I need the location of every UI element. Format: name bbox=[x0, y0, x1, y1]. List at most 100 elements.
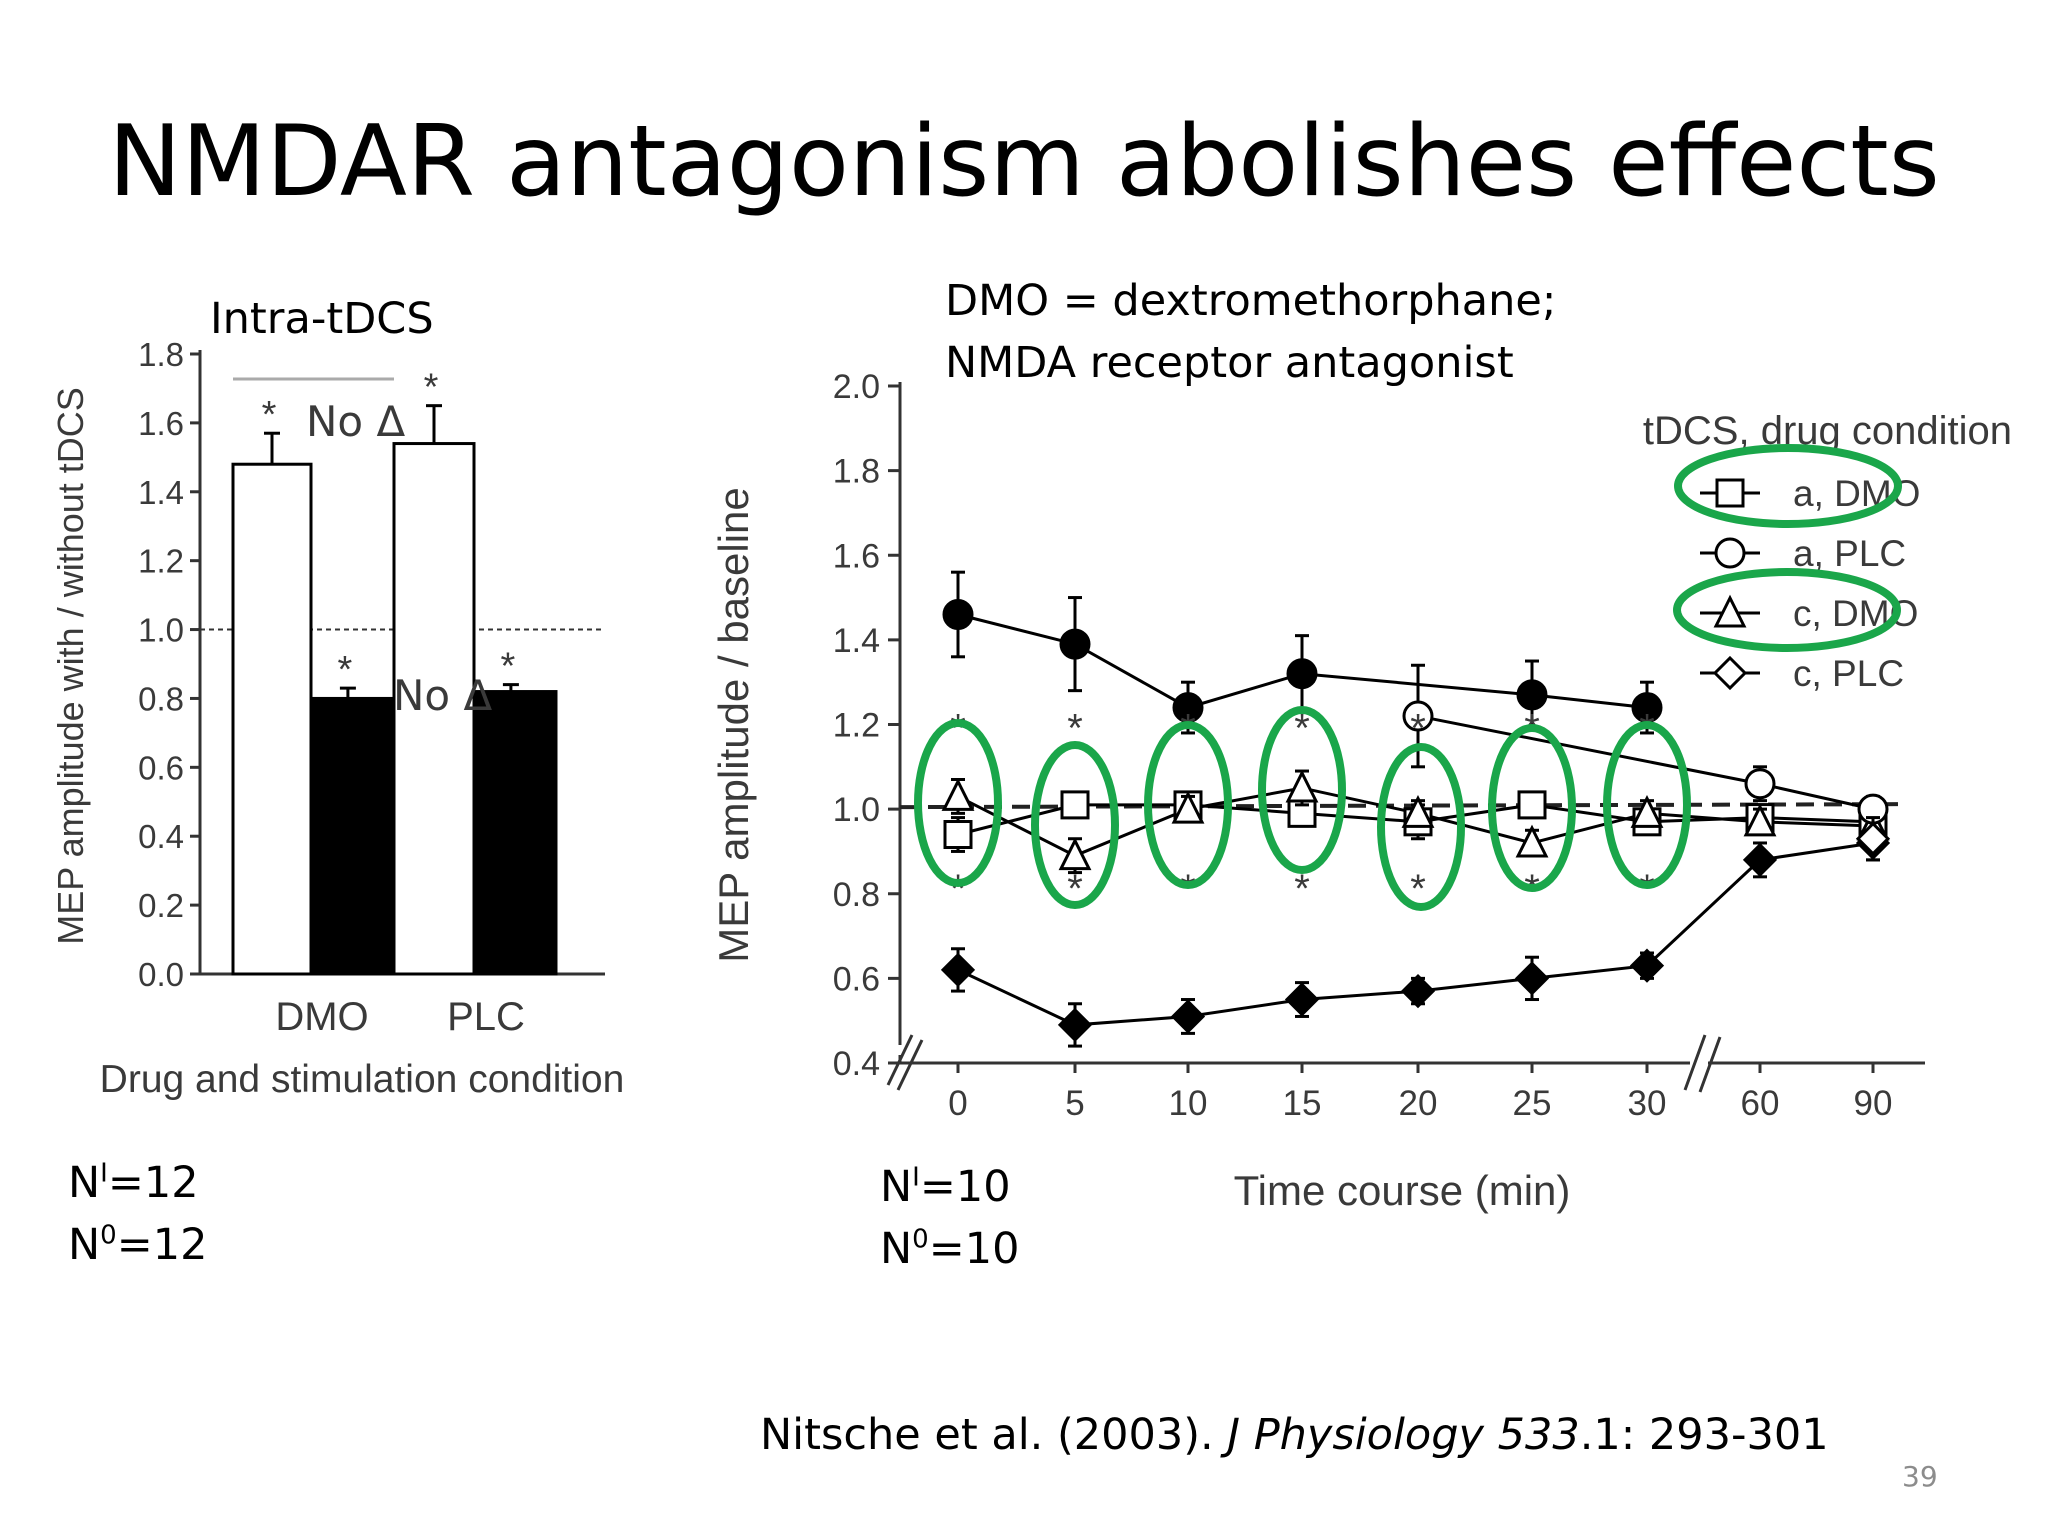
highlight-ellipse-t0 bbox=[914, 719, 1002, 887]
legend-label: c, PLC bbox=[1793, 653, 1904, 694]
bar-significance-star: * bbox=[501, 646, 516, 688]
point-a-dmo bbox=[943, 820, 973, 850]
bar-x-axis-title: Drug and stimulation condition bbox=[100, 1058, 625, 1101]
legend-marker-circle-open bbox=[1714, 537, 1746, 569]
line-y-tick-label: 1.0 bbox=[833, 791, 880, 829]
bar-plc-black bbox=[472, 690, 558, 976]
point-diamond-filled bbox=[1629, 948, 1665, 983]
line-x-tick-label: 15 bbox=[1283, 1084, 1322, 1123]
bar-y-tick-label: 0.8 bbox=[138, 680, 184, 717]
bar-y-tick-label: 1.2 bbox=[138, 543, 184, 580]
highlight-ellipse-t20 bbox=[1377, 743, 1465, 911]
point-c-dmo bbox=[1515, 824, 1549, 858]
bar-panel-label: Intra-tDCS bbox=[210, 294, 434, 344]
point-diamond-filled bbox=[1742, 842, 1778, 878]
slide-title: NMDAR antagonism abolishes effects bbox=[108, 105, 1940, 219]
highlight-ellipse-t10 bbox=[1144, 721, 1232, 889]
line-significance-star-lower: * bbox=[1639, 867, 1655, 911]
bar-y-tick-label: 1.6 bbox=[138, 405, 184, 442]
bar-y-axis-title: MEP amplitude with / without tDCS bbox=[50, 387, 91, 945]
bar-y-tick-label: 1.0 bbox=[138, 612, 184, 649]
point-a-dmo bbox=[1517, 790, 1547, 820]
bar-significance-star: * bbox=[424, 367, 439, 409]
legend-marker-diamond-open bbox=[1712, 655, 1748, 691]
point-a-plc bbox=[1402, 700, 1434, 732]
bar-significance-star: * bbox=[338, 649, 353, 691]
line-x-tick-label: 0 bbox=[948, 1084, 967, 1123]
bar-significance-star: * bbox=[262, 394, 277, 436]
point-c-dmo bbox=[1743, 803, 1777, 837]
line-y-tick-label: 1.8 bbox=[833, 453, 880, 491]
legend-title: tDCS, drug condition bbox=[1643, 409, 2012, 453]
line-significance-star-lower: * bbox=[1410, 867, 1426, 911]
no-change-annotation-top: No Δ bbox=[306, 397, 405, 446]
y-axis-break-mark bbox=[896, 1039, 924, 1091]
bar-category-label: DMO bbox=[275, 995, 368, 1039]
legend-highlight-a-dmo bbox=[1674, 444, 1902, 528]
point-diamond-filled bbox=[1284, 982, 1320, 1017]
line-x-tick-label: 10 bbox=[1169, 1084, 1208, 1123]
n-right-1: NI=10 bbox=[880, 1162, 1011, 1212]
highlight-ellipse-t15 bbox=[1258, 706, 1346, 874]
line-significance-star-upper: * bbox=[1294, 706, 1310, 750]
citation: Nitsche et al. (2003). J Physiology 533.… bbox=[760, 1410, 1829, 1460]
bar-y-tick-label: 0.4 bbox=[138, 818, 184, 855]
n-left-1: NI=12 bbox=[68, 1158, 199, 1208]
point-a-dmo bbox=[1060, 790, 1090, 820]
point-c-dmo bbox=[941, 778, 975, 811]
x-axis-break-mark bbox=[1683, 1034, 1707, 1091]
line-y-tick-label: 2.0 bbox=[833, 368, 880, 406]
n-left-2: N0=12 bbox=[68, 1220, 208, 1270]
line-y-tick-label: 1.2 bbox=[833, 707, 880, 745]
legend-label: a, DMO bbox=[1793, 473, 1920, 514]
n-right-2: N0=10 bbox=[880, 1224, 1020, 1274]
legend-highlight-c-dmo bbox=[1673, 568, 1901, 652]
line-x-tick-label: 30 bbox=[1628, 1084, 1667, 1123]
point-c-dmo bbox=[1630, 795, 1664, 828]
legend-label: a, PLC bbox=[1793, 533, 1906, 574]
point-c-dmo bbox=[1401, 795, 1435, 828]
bar-y-tick-label: 0.6 bbox=[138, 749, 184, 786]
bar-y-tick-label: 1.8 bbox=[138, 336, 184, 373]
line-y-tick-label: 0.4 bbox=[833, 1045, 880, 1083]
bar-category-label: PLC bbox=[447, 995, 525, 1039]
point-circle-filled bbox=[942, 598, 974, 630]
page-number: 39 bbox=[1902, 1460, 1938, 1493]
line-y-tick-label: 0.8 bbox=[833, 876, 880, 914]
highlight-ellipse-t5 bbox=[1031, 741, 1119, 909]
line-significance-star-lower: * bbox=[1180, 867, 1196, 911]
bar-y-tick-label: 0.0 bbox=[138, 956, 184, 993]
line-significance-star-upper: * bbox=[1410, 706, 1426, 750]
point-a-plc bbox=[1744, 768, 1776, 800]
line-significance-star-lower: * bbox=[1294, 867, 1310, 911]
line-x-tick-label: 60 bbox=[1741, 1084, 1780, 1123]
line-y-tick-label: 0.6 bbox=[833, 960, 880, 998]
line-x-tick-label: 20 bbox=[1399, 1084, 1438, 1123]
point-diamond-filled bbox=[1514, 961, 1550, 996]
bar-dmo-black bbox=[309, 696, 395, 976]
line-significance-star-lower: * bbox=[1067, 867, 1083, 911]
line-y-tick-label: 1.4 bbox=[833, 622, 880, 660]
no-change-annotation-middle: No Δ bbox=[393, 671, 492, 720]
highlight-ellipse-t25 bbox=[1488, 724, 1576, 892]
bar-y-tick-label: 1.4 bbox=[138, 474, 184, 511]
point-diamond-filled bbox=[1170, 999, 1206, 1034]
point-diamond-filled bbox=[1057, 1007, 1093, 1043]
bar-y-tick-label: 0.2 bbox=[138, 887, 184, 924]
line-x-tick-label: 90 bbox=[1854, 1084, 1893, 1123]
point-circle-filled bbox=[1286, 658, 1318, 690]
point-c-dmo bbox=[1171, 790, 1205, 824]
line-significance-star-upper: * bbox=[1067, 706, 1083, 750]
legend-marker-square-open bbox=[1715, 478, 1745, 508]
point-circle-filled bbox=[1059, 628, 1091, 660]
legend-marker-triangle-open bbox=[1713, 594, 1747, 628]
series-line-circle-filled bbox=[957, 613, 1648, 710]
bar-dmo-white bbox=[231, 462, 313, 976]
y-axis-break-mark bbox=[886, 1034, 914, 1086]
highlight-ellipse-t30 bbox=[1603, 721, 1691, 889]
line-y-axis-title: MEP amplitude / baseline bbox=[710, 487, 757, 963]
line-significance-star-upper: * bbox=[950, 706, 966, 750]
x-axis-break-mark bbox=[1698, 1036, 1722, 1093]
drug-note-line2: NMDA receptor antagonist bbox=[945, 338, 1514, 388]
